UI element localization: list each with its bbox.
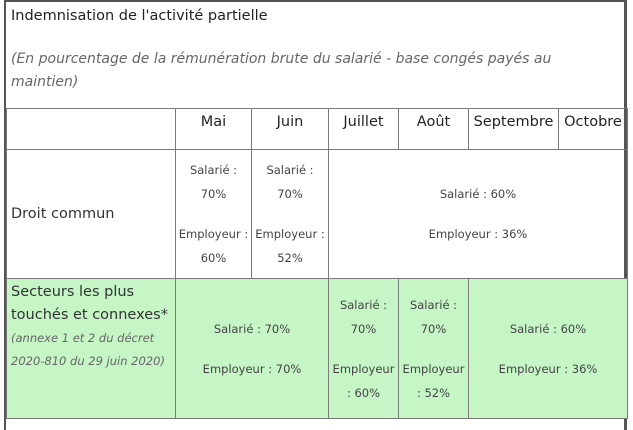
- header-empty: [6, 108, 176, 150]
- cell-secteurs-aout: Salarié : 70% Employeur : 52%: [398, 278, 469, 419]
- table-title: Indemnisation de l'activité partielle: [11, 8, 268, 24]
- salarie-rate: Salarié : 70%: [213, 321, 291, 336]
- employeur-rate: Employeur : 36%: [498, 361, 598, 376]
- header-aout: Août: [398, 108, 469, 150]
- employeur-label: Employeur :: [255, 227, 325, 241]
- cell-secteurs-septembre-octobre: Salarié : 60% Employeur : 36%: [468, 278, 628, 419]
- employeur-value: 52%: [277, 251, 303, 265]
- header-juillet: Juillet: [328, 108, 399, 150]
- cell-droit-mai: Salarié : 70% Employeur : 60%: [175, 149, 252, 279]
- employeur-rate: Employeur : 36%: [428, 227, 528, 241]
- cell-droit-juin: Salarié : 70% Employeur : 52%: [251, 149, 329, 279]
- table-row-droit-commun: Droit commun Salarié : 70% Employeur : 6…: [6, 149, 628, 279]
- employeur-rate: Employeur : 70%: [202, 361, 302, 376]
- header-row: Mai Juin Juillet Août Septembre Octobre: [6, 108, 628, 150]
- salarie-value: 70%: [200, 187, 227, 201]
- salarie-label: Salarié :: [339, 297, 388, 312]
- employeur-label: Employeur :: [178, 227, 249, 241]
- secteurs-label: Secteurs les plus touchés et connexes*: [11, 284, 168, 323]
- header-septembre: Septembre: [468, 108, 559, 150]
- row-label-droit-commun: Droit commun: [6, 149, 176, 279]
- header-octobre: Octobre: [558, 108, 628, 150]
- header-juin: Juin: [251, 108, 329, 150]
- salarie-rate: Salarié : 60%: [509, 321, 587, 336]
- employeur-value: : 60%: [346, 385, 381, 400]
- salarie-label: Salarié :: [189, 163, 238, 177]
- table-caption: Indemnisation de l'activité partielle (E…: [6, 2, 626, 108]
- cell-secteurs-juillet: Salarié : 70% Employeur : 60%: [328, 278, 399, 419]
- salarie-value: 70%: [420, 321, 447, 336]
- salarie-label: Salarié :: [409, 297, 458, 312]
- salarie-label: Salarié :: [266, 163, 314, 177]
- cell-droit-juillet-octobre: Salarié : 60% Employeur : 36%: [328, 149, 628, 279]
- salarie-rate: Salarié : 60%: [439, 187, 517, 201]
- salarie-value: 70%: [350, 321, 377, 336]
- employeur-value: : 52%: [416, 385, 451, 400]
- table-row-secteurs: Secteurs les plus touchés et connexes* (…: [6, 278, 628, 419]
- table-subtitle: (En pourcentage de la rémunération brute…: [11, 51, 552, 90]
- salarie-value: 70%: [277, 187, 303, 201]
- cell-secteurs-mai-juin: Salarié : 70% Employeur : 70%: [175, 278, 329, 419]
- employeur-label: Employeur: [402, 361, 465, 376]
- secteurs-note: (annexe 1 et 2 du décret 2020-810 du 29 …: [11, 331, 165, 368]
- header-mai: Mai: [175, 108, 252, 150]
- employeur-label: Employeur: [332, 361, 395, 376]
- employeur-value: 60%: [200, 251, 227, 265]
- indemnisation-table: Mai Juin Juillet Août Septembre Octobre …: [6, 108, 628, 419]
- row-label-secteurs: Secteurs les plus touchés et connexes* (…: [6, 278, 176, 419]
